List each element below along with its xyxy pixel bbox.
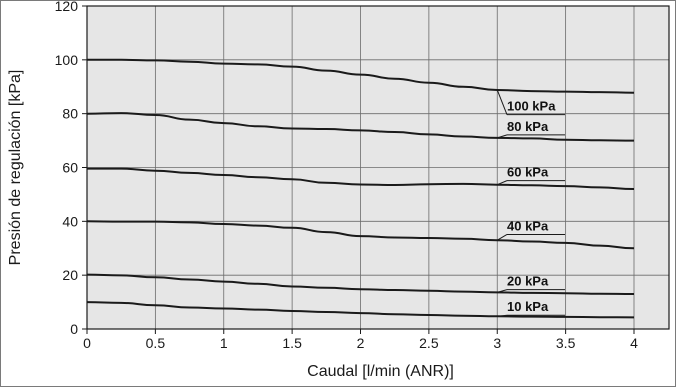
series-line — [87, 167, 635, 190]
x-tick-label: 0.5 — [146, 335, 166, 351]
series-label-leader — [496, 234, 508, 241]
series-label-leader — [497, 134, 508, 139]
x-tick-label: 1.5 — [282, 335, 302, 351]
y-tick-label: 120 — [55, 0, 79, 14]
series-line — [86, 220, 635, 250]
series-label-leader — [497, 289, 508, 293]
x-axis-title: Caudal [l/min (ANR)] — [307, 363, 454, 380]
series-label: 40 kPa — [507, 218, 549, 233]
series-labels: 100 kPa 80 kPa 60 kPa 40 kPa 20 kPa 10 kPa — [496, 89, 565, 317]
y-tick-label: 20 — [62, 267, 78, 283]
y-tick-label: 80 — [62, 106, 78, 122]
x-tick-label: 3 — [493, 335, 501, 351]
x-tick-label: 0 — [83, 335, 91, 351]
x-axis-ticks: 0 0.5 1 1.5 2 2.5 3 3.5 4 — [83, 329, 638, 351]
series-label: 60 kPa — [507, 165, 549, 180]
series-label: 20 kPa — [507, 274, 549, 289]
x-tick-label: 1 — [220, 335, 228, 351]
series-lines — [86, 58, 635, 319]
series-label-leader — [496, 89, 508, 115]
y-tick-label: 0 — [70, 321, 78, 337]
series-line — [86, 273, 635, 295]
x-tick-label: 2 — [357, 335, 365, 351]
x-tick-label: 3.5 — [556, 335, 576, 351]
series-label: 100 kPa — [507, 99, 556, 114]
y-tick-label: 40 — [62, 213, 78, 229]
series-line — [86, 301, 635, 319]
y-tick-label: 60 — [62, 160, 78, 176]
y-axis-title: Presión de regulación [kPa] — [7, 70, 24, 266]
series-line — [87, 58, 635, 94]
y-tick-label: 100 — [55, 52, 79, 68]
series-label: 10 kPa — [507, 299, 549, 314]
y-axis-ticks: 0 20 40 60 80 100 120 — [55, 0, 87, 337]
series-label: 80 kPa — [507, 119, 549, 134]
x-tick-label: 4 — [630, 335, 638, 351]
series-line — [86, 112, 635, 142]
series-label-leader — [497, 314, 508, 317]
x-tick-label: 2.5 — [419, 335, 439, 351]
series-label-leader — [497, 180, 508, 186]
